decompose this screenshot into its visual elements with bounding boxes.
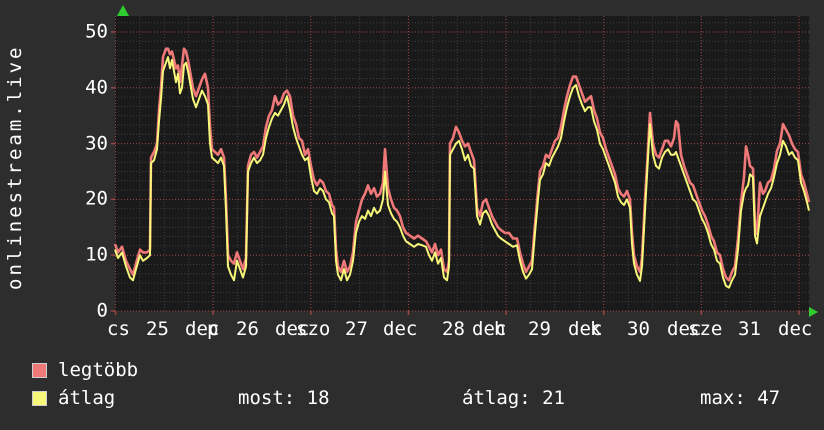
legend-item-legtobb: legtöbb <box>32 361 138 380</box>
x-axis-label: dec <box>185 318 220 340</box>
x-axis-label: 26 <box>236 318 259 340</box>
x-axis-label: dec <box>778 318 813 340</box>
legend-item-atlag: átlag <box>32 389 115 408</box>
x-axis-label: dec <box>275 318 310 340</box>
x-axis-label: k <box>590 318 602 340</box>
x-axis-label: 27 <box>345 318 368 340</box>
plot-background <box>115 16 809 311</box>
x-axis-label: 31 <box>738 318 761 340</box>
stat-most: most: 18 <box>238 387 330 409</box>
y-axis-label: 40 <box>85 76 108 99</box>
atlag-label: átlag <box>58 387 116 409</box>
series-legtobb-line <box>113 47 811 282</box>
x-axis-label: 25 <box>146 318 169 340</box>
y-axis-arrow-icon <box>117 5 129 16</box>
y-axis-label: 0 <box>96 299 108 322</box>
x-axis-label: p <box>207 318 219 340</box>
stat-atlag: átlag: 21 <box>462 387 565 409</box>
x-axis-label: cs <box>107 318 130 340</box>
legtobb-swatch-icon <box>32 363 47 378</box>
x-axis-label: dec <box>472 318 507 340</box>
y-axis-label: 30 <box>85 132 108 155</box>
x-axis-label: 29 <box>528 318 551 340</box>
stat-max: max: 47 <box>700 387 781 409</box>
series-atlag-line <box>114 56 810 289</box>
y-axis-label: 50 <box>85 20 108 43</box>
x-axis-label: szo <box>296 318 331 340</box>
x-axis-label: dec <box>667 318 702 340</box>
x-axis-label: sze <box>688 318 723 340</box>
x-axis-arrow-icon <box>809 307 818 317</box>
x-axis-label: h <box>494 318 506 340</box>
x-axis-label: dec <box>568 318 603 340</box>
x-axis-label: dec <box>383 318 418 340</box>
y-axis-label: 10 <box>85 243 108 266</box>
atlag-swatch-icon <box>32 391 47 406</box>
y-axis-label: 20 <box>85 187 108 210</box>
legtobb-label: legtöbb <box>58 359 139 381</box>
x-axis-label: 30 <box>627 318 650 340</box>
x-axis-label: 28 <box>442 318 465 340</box>
